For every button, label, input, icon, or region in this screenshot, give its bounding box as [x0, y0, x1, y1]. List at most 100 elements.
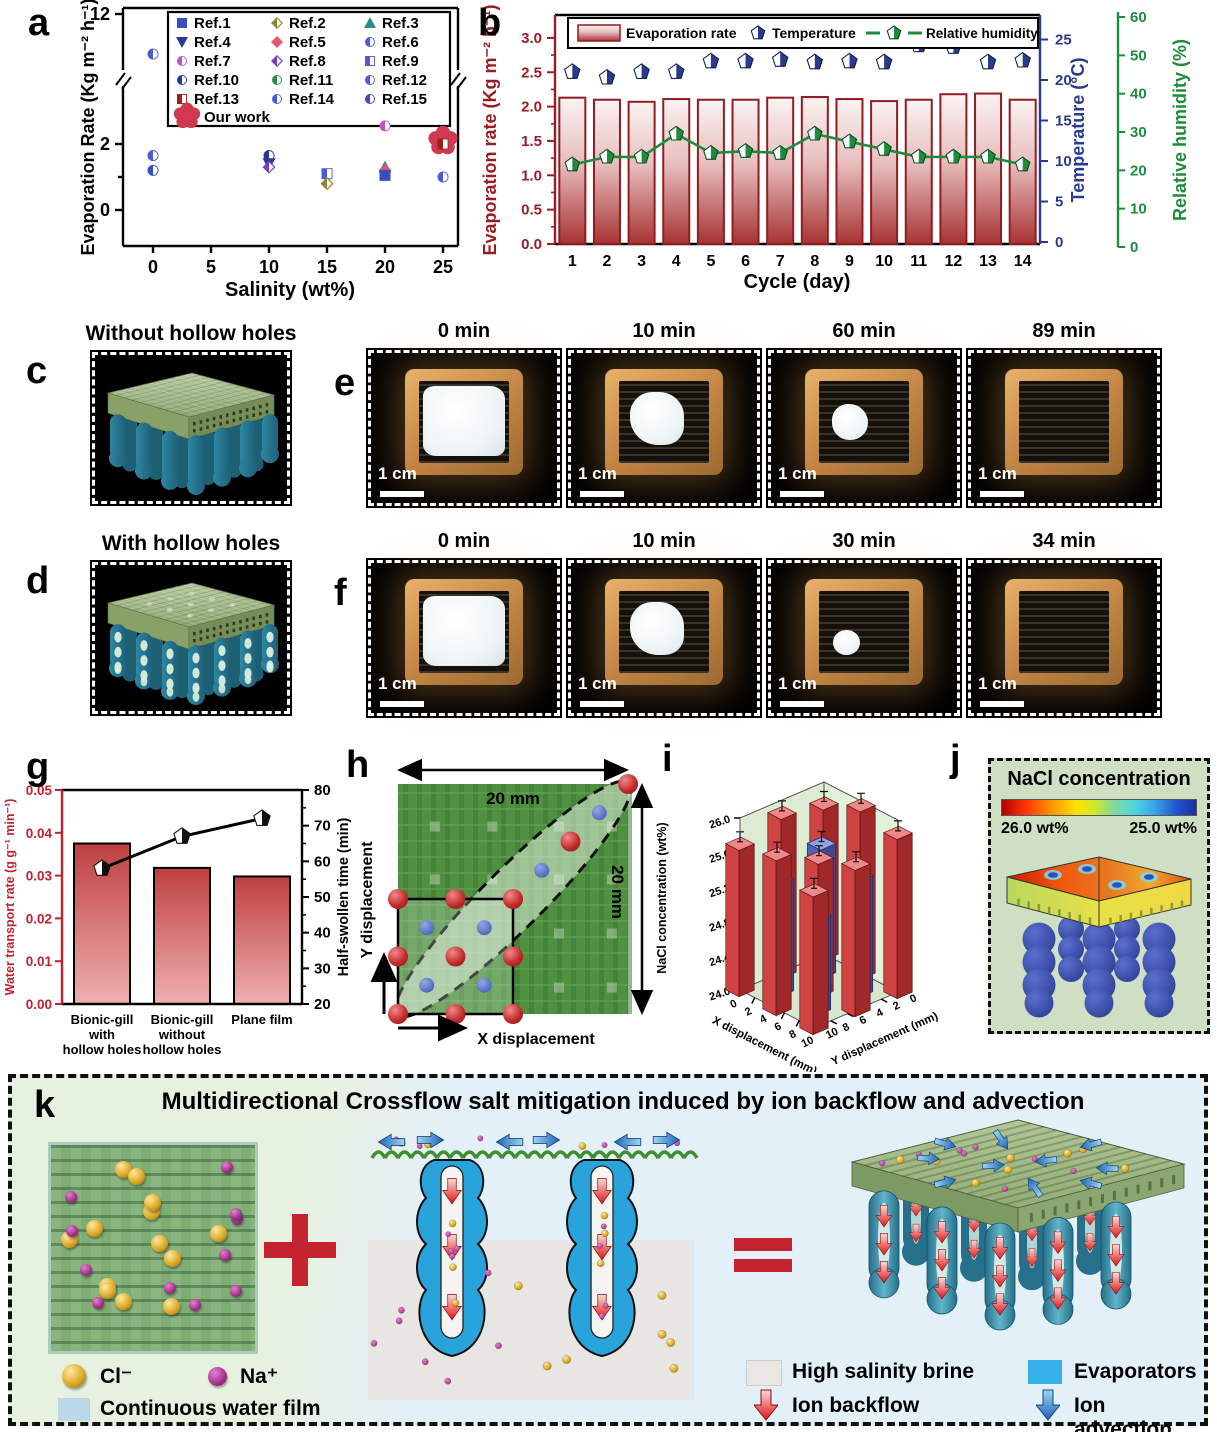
svg-text:Relative humidity: Relative humidity: [926, 26, 1038, 41]
svg-text:40: 40: [1130, 86, 1147, 103]
svg-text:10: 10: [1130, 201, 1147, 218]
sample-frame: [405, 578, 523, 685]
svg-text:2.5: 2.5: [521, 64, 542, 81]
svg-text:30: 30: [314, 960, 331, 977]
ion-backflow-arrow: [442, 1234, 462, 1261]
ion-dot: [578, 1142, 587, 1150]
sodium-ion: [229, 1285, 242, 1298]
svg-text:30: 30: [1130, 124, 1147, 141]
photo-time: 89 min: [1032, 320, 1096, 342]
svg-text:20 mm: 20 mm: [608, 865, 627, 919]
sample-frame: [1005, 578, 1123, 685]
ion-backflow-arrow: [991, 1293, 1009, 1316]
evaporation-bar: [592, 98, 621, 246]
evaporator-surface: [619, 380, 709, 463]
ion-advection-arrow: [917, 1151, 941, 1166]
svg-text:8: 8: [810, 253, 819, 270]
panel-g-chart: 0.00 0.01 0.02 0.03 0.04 0.05 20 30 40 50 60 70 80 Wa…: [3, 782, 352, 1057]
svg-text:Evaporation Rate (Kg m⁻² h⁻¹): Evaporation Rate (Kg m⁻² h⁻¹): [78, 0, 98, 256]
ion-backflow-arrow: [933, 1221, 951, 1244]
ion-backflow-arrow: [1049, 1231, 1067, 1254]
ion-dot: [562, 1355, 572, 1364]
svg-text:6: 6: [741, 253, 750, 270]
photo-time: 10 min: [632, 320, 696, 342]
ion-dot: [960, 1150, 968, 1157]
sample-frame: [405, 368, 523, 475]
svg-text:0: 0: [148, 257, 158, 277]
ion-advection-arrow: [377, 1133, 406, 1151]
chloride-ion-icon: [62, 1364, 86, 1388]
evaporation-bar: [939, 93, 968, 246]
ion-dot: [601, 1142, 608, 1149]
blue-sphere: [419, 920, 435, 936]
sodium-ion-icon: [208, 1367, 227, 1386]
red-sphere: [560, 831, 581, 852]
ion-dot: [445, 1231, 452, 1238]
sodium-ion: [65, 1191, 78, 1204]
ion-backflow-arrow: [1049, 1259, 1067, 1282]
svg-text:Bionic-gill: Bionic-gill: [151, 1012, 214, 1027]
evaporator-surface: [1019, 590, 1109, 673]
blue-sphere: [476, 977, 492, 993]
evaporation-bar: [696, 98, 725, 246]
membrane-scallops: [370, 1150, 699, 1159]
svg-text:0.03: 0.03: [26, 869, 53, 884]
sodium-ion: [164, 1282, 177, 1295]
svg-text:Ref.7: Ref.7: [194, 53, 231, 70]
photo-e-10min: 1 cm: [566, 348, 762, 508]
svg-text:15: 15: [1055, 113, 1072, 130]
blue-sphere: [419, 977, 435, 993]
ion-backflow-arrow: [1107, 1272, 1125, 1295]
svg-text:12: 12: [90, 4, 110, 24]
svg-text:Water transport rate (g g⁻¹ mi: Water transport rate (g g⁻¹ min⁻¹): [3, 799, 17, 996]
svg-text:Ref.6: Ref.6: [382, 34, 419, 51]
svg-text:8: 8: [841, 1021, 852, 1034]
red-sphere: [445, 1004, 466, 1024]
panel-c-illustration: [90, 350, 292, 506]
svg-text:Ref.10: Ref.10: [194, 72, 239, 89]
ion-dot: [1063, 1149, 1072, 1158]
svg-text:3: 3: [637, 253, 646, 270]
panel-k-schematic: Multidirectional Crossflow salt mitigati…: [8, 1074, 1208, 1432]
ion-dot: [878, 1160, 886, 1167]
ion-backflow-arrow: [1024, 1248, 1040, 1268]
scale-label: 1 cm: [578, 674, 617, 693]
panel-h-diagram: 20 mm 20 mm Y displacement X displacement: [359, 758, 654, 1048]
evaporator-surface: [419, 590, 509, 673]
svg-text:Ref.12: Ref.12: [382, 72, 427, 89]
sodium-ion: [218, 1248, 231, 1261]
ion-dot: [395, 1317, 403, 1325]
evaporator-swatch-icon: [1028, 1360, 1062, 1384]
ion-advection-arrow: [1034, 1153, 1058, 1168]
ion-dot: [657, 1329, 667, 1339]
panel-a-label: a: [28, 2, 50, 44]
svg-text:0: 0: [908, 992, 919, 1005]
photo-time: 30 min: [832, 530, 896, 552]
svg-text:2: 2: [891, 999, 902, 1012]
svg-text:14: 14: [1014, 253, 1032, 270]
scale-bar: [580, 491, 624, 497]
svg-text:25: 25: [1055, 32, 1072, 49]
svg-text:40: 40: [314, 925, 331, 942]
panel-k-label: k: [34, 1084, 56, 1126]
ion-backflow-arrow: [592, 1178, 612, 1205]
ion-backflow-arrow: [966, 1239, 982, 1259]
svg-text:10: 10: [800, 1034, 816, 1050]
ion-dot: [666, 1338, 676, 1347]
evaporation-bar: [870, 100, 899, 245]
svg-text:Ref.2: Ref.2: [289, 15, 326, 32]
svg-text:6: 6: [773, 1020, 784, 1033]
svg-text:2.0: 2.0: [521, 99, 542, 116]
svg-text:Ref.3: Ref.3: [382, 15, 419, 32]
ion-backflow-arrow: [1107, 1244, 1125, 1267]
photo-time: 0 min: [437, 320, 491, 342]
ion-dot: [451, 1299, 460, 1307]
ion-dot: [484, 1269, 492, 1277]
sample-frame: [1005, 368, 1123, 475]
chloride-ion: [98, 1281, 116, 1299]
svg-text:25: 25: [433, 257, 453, 277]
red-sphere: [388, 889, 408, 909]
svg-text:0.01: 0.01: [26, 954, 53, 969]
ion-advection-arrow: [532, 1131, 561, 1149]
ion-dot: [1070, 1167, 1077, 1175]
